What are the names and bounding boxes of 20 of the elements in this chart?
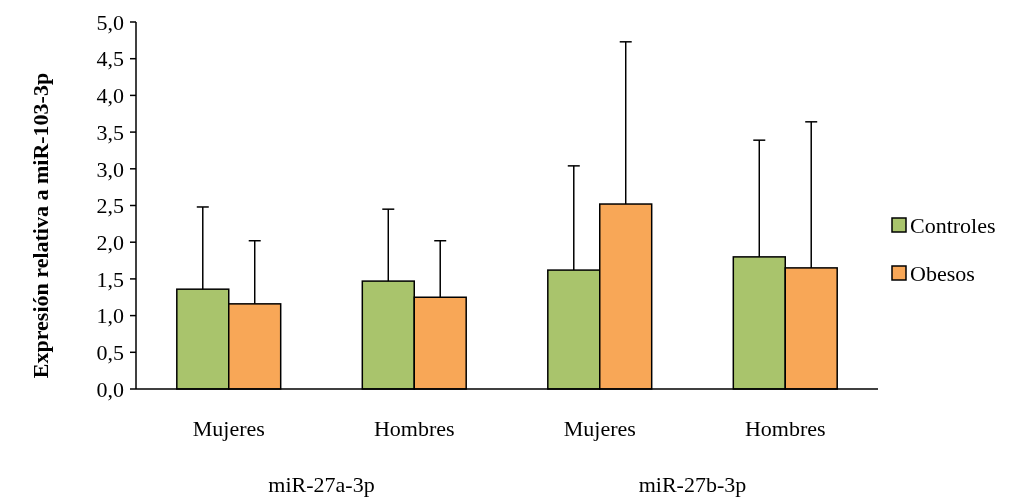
y-tick-label: 4,5 bbox=[96, 46, 124, 72]
y-tick-label: 5,0 bbox=[96, 9, 124, 35]
y-tick-label: 4,0 bbox=[96, 83, 124, 109]
text: miR-27b-3p bbox=[638, 472, 747, 497]
legend-label: Obesos bbox=[910, 260, 975, 286]
y-tick-label: 0,5 bbox=[96, 340, 124, 365]
x-tick-label: Mujeres bbox=[563, 416, 636, 441]
legend-label: Controles bbox=[910, 212, 996, 238]
y-tick-label: 3,5 bbox=[96, 119, 124, 145]
x-tick-label: Mujeres bbox=[192, 416, 265, 441]
text: miR-27a-3p bbox=[268, 472, 375, 497]
y-axis-title: Expresión relativa a miR-103-3p bbox=[28, 72, 53, 379]
y-tick-label: 2,5 bbox=[96, 193, 124, 219]
x-tick-label: Hombres bbox=[373, 416, 455, 441]
y-tick-label: 3,0 bbox=[96, 156, 124, 182]
y-tick-label: 1,5 bbox=[96, 266, 124, 292]
y-tick-label: 1,0 bbox=[96, 303, 124, 329]
x-tick-label: Hombres bbox=[744, 416, 826, 441]
y-tick-label: 0,0 bbox=[96, 376, 124, 402]
y-tick-label: 2,0 bbox=[96, 229, 124, 255]
